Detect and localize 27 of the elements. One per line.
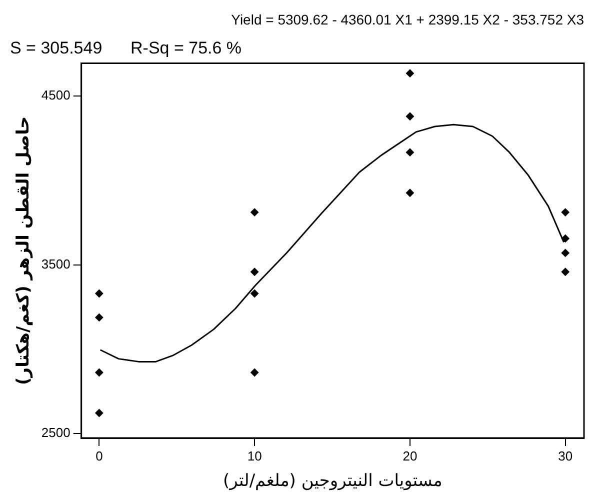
y-tick-label: 2500 (41, 425, 70, 440)
point (406, 69, 414, 78)
point (406, 148, 414, 156)
x-tick-label: 0 (96, 448, 103, 464)
point (250, 268, 259, 276)
x-tick-label: 10 (247, 448, 262, 464)
point (95, 313, 104, 322)
point (406, 188, 414, 197)
x-axis-title: مستويات النيتروجين (ملغم/لتر) (223, 471, 442, 492)
point (561, 248, 570, 257)
point (406, 112, 414, 120)
point (95, 409, 104, 418)
point (250, 208, 259, 216)
point (250, 289, 259, 298)
chart-subtitle: S = 305.549 R-Sq = 75.6 % (10, 38, 242, 58)
point (561, 234, 570, 242)
point (95, 368, 104, 376)
point (250, 368, 259, 376)
x-tick-label: 20 (402, 448, 418, 464)
chart-title: Yield = 5309.62 - 4360.01 X1 + 2399.15 X2 - 353.752 X3 (231, 11, 584, 28)
point (561, 268, 570, 276)
y-tick-label: 4500 (41, 88, 70, 103)
point (95, 289, 104, 298)
y-tick-label: 3500 (41, 256, 70, 272)
y-axis-title: حاصل القطن الزهر (كغم/هكتار) (14, 116, 34, 385)
x-tick-label: 30 (558, 448, 573, 464)
point (561, 208, 570, 216)
